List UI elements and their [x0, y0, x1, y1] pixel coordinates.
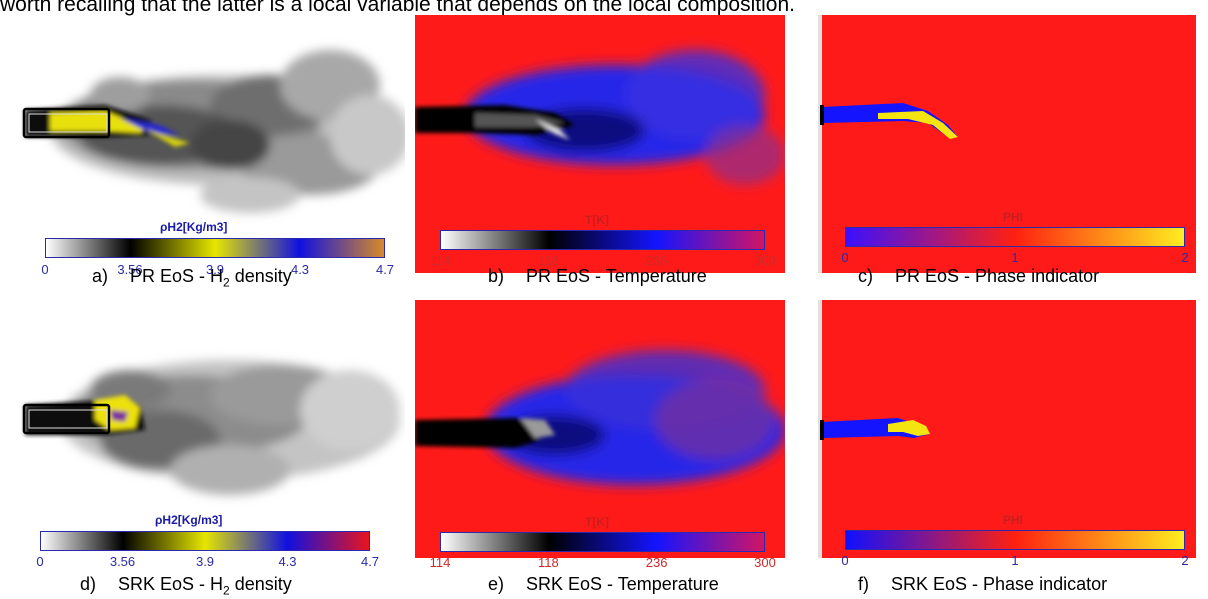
colorbar-c-tick: 0	[841, 250, 849, 265]
caption-e: e) SRK EoS - Temperature	[488, 574, 719, 595]
caption-f-letter: f)	[858, 574, 869, 594]
caption-a-text: PR EoS - H	[130, 266, 224, 286]
phase-field-plot-srk	[818, 300, 930, 558]
temperature-field-plot-srk	[415, 350, 785, 485]
caption-b-letter: b)	[488, 266, 505, 286]
caption-d-sub: 2	[223, 583, 230, 598]
caption-f: f) SRK EoS - Phase indicator	[858, 574, 1107, 595]
caption-c-text: PR EoS - Phase indicator	[895, 266, 1100, 286]
caption-f-text: SRK EoS - Phase indicator	[891, 574, 1108, 594]
body-text-line: worth recalling that the latter is a loc…	[0, 0, 795, 16]
panel-d-density-field	[10, 320, 405, 515]
colorbar-b-tick: 114	[429, 253, 451, 268]
colorbar-a-tick: 4.3	[290, 262, 310, 277]
colorbar-f-title: PHI	[1003, 513, 1024, 527]
colorbar-d-tick: 4.3	[278, 554, 297, 569]
colorbar-a	[45, 238, 385, 258]
density-field-plot-srk	[22, 360, 400, 495]
colorbar-c	[845, 227, 1185, 247]
caption-b: b) PR EoS - Temperature	[488, 266, 707, 287]
colorbar-c-tick: 1	[1011, 250, 1019, 265]
caption-d-text: SRK EoS - H	[118, 574, 224, 594]
caption-a-letter: a)	[92, 266, 109, 286]
panel-a-density-field	[10, 25, 405, 240]
caption-d-text-end: density	[229, 574, 292, 594]
colorbar-e-title: T[K]	[585, 515, 609, 529]
colorbar-b-tick: 300	[754, 253, 776, 268]
caption-c: c) PR EoS - Phase indicator	[858, 266, 1099, 287]
colorbar-e	[440, 532, 765, 552]
colorbar-e-tick: 118	[537, 555, 559, 570]
colorbar-d-tick: 3.56	[109, 554, 136, 569]
caption-a: a) PR EoS - H2 density	[92, 266, 292, 290]
colorbar-d	[40, 531, 370, 551]
colorbar-b-tick: 118	[537, 253, 559, 268]
colorbar-f-tick: 0	[841, 553, 849, 568]
caption-a-text-end: density	[229, 266, 292, 286]
colorbar-e-tick: 236	[645, 555, 668, 570]
colorbar-e-tick: 300	[754, 555, 776, 570]
colorbar-f-tick: 2	[1181, 553, 1189, 568]
caption-a-sub: 2	[223, 275, 230, 290]
colorbar-e-tick: 114	[429, 555, 451, 570]
caption-c-letter: c)	[858, 266, 873, 286]
colorbar-c-title: PHI	[1003, 210, 1024, 224]
colorbar-a-title: ρH2[Kg/m3]	[160, 220, 228, 234]
caption-d-letter: d)	[80, 574, 97, 594]
caption-e-letter: e)	[488, 574, 505, 594]
panel-f-phase-field	[818, 300, 1196, 558]
colorbar-d-title: ρH2[Kg/m3]	[155, 513, 223, 527]
colorbar-d-tick: 3.9	[195, 554, 215, 569]
caption-e-text: SRK EoS - Temperature	[526, 574, 719, 594]
colorbar-b-title: T[K]	[585, 213, 609, 227]
phase-field-plot	[818, 15, 958, 273]
colorbar-d-tick: 0	[36, 554, 44, 569]
colorbar-a-tick: 4.7	[375, 262, 395, 277]
density-field-plot	[22, 50, 405, 213]
caption-b-text: PR EoS - Temperature	[526, 266, 707, 286]
colorbar-f	[845, 530, 1185, 550]
colorbar-c-tick: 2	[1181, 250, 1189, 265]
colorbar-d-tick: 4.7	[360, 554, 380, 569]
panel-e-temperature-field	[415, 300, 785, 558]
colorbar-a-tick: 0	[41, 262, 49, 277]
colorbar-b	[440, 230, 765, 250]
colorbar-b-tick: 236	[645, 253, 668, 268]
colorbar-a-tick: 3.56	[117, 262, 143, 277]
caption-d: d) SRK EoS - H2 density	[80, 574, 292, 598]
colorbar-a-tick: 3.9	[205, 262, 225, 277]
temperature-field-plot	[415, 50, 785, 185]
colorbar-f-tick: 1	[1011, 553, 1019, 568]
